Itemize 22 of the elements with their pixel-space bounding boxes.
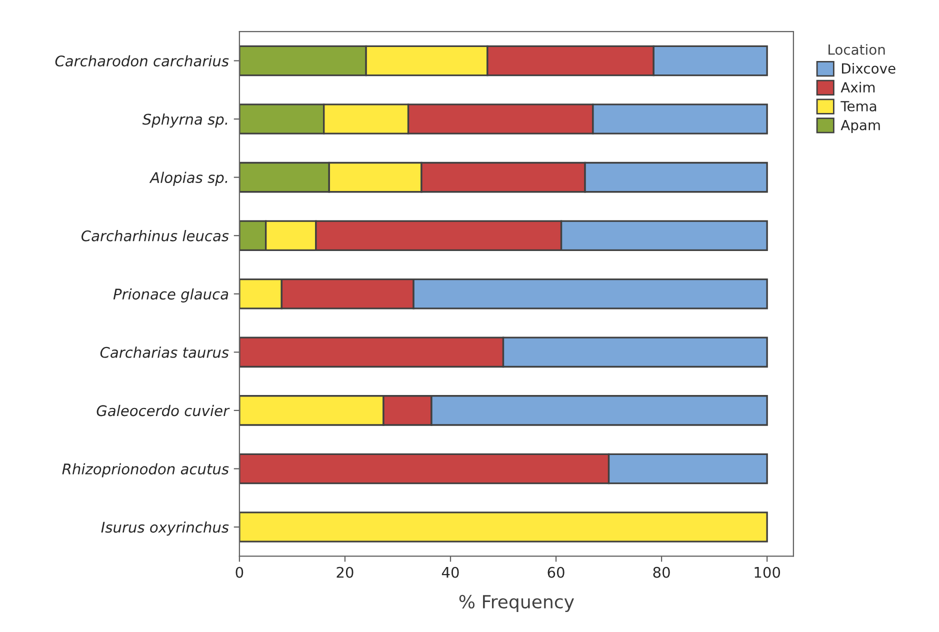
y-tick-label: Sphyrna sp.: [142, 113, 228, 128]
x-axis-title: % Frequency: [459, 594, 574, 612]
x-tick-label: 40: [442, 566, 459, 578]
x-tick-label: 20: [336, 566, 354, 578]
y-tick-label: Carcharias taurus: [100, 346, 229, 358]
legend-title: Location: [828, 44, 885, 55]
legend-label: Axim: [840, 82, 875, 92]
legend-label: Tema: [840, 101, 876, 112]
y-tick-label: Carcharhinus leucas: [82, 230, 229, 242]
y-tick-label: Carcharodon carcharius: [55, 55, 229, 66]
bar: [239, 512, 768, 542]
x-tick-label: 0: [236, 566, 244, 578]
x-tick-label: 60: [548, 566, 564, 578]
y-tick-label: Isurus oxyrinchus: [101, 521, 229, 536]
y-tick-label: Prionace glauca: [113, 288, 228, 302]
x-tick-label: 100: [754, 566, 780, 578]
x-tick-label: 80: [653, 566, 670, 578]
legend-label: Apam: [840, 120, 880, 133]
y-tick-label: Galeocerdo cuvier: [96, 404, 230, 416]
y-tick-label: Alopias sp.: [149, 172, 228, 186]
y-tick-label: Rhizoprionodon acutus: [62, 463, 229, 478]
legend-label: Dixcove: [842, 62, 896, 74]
